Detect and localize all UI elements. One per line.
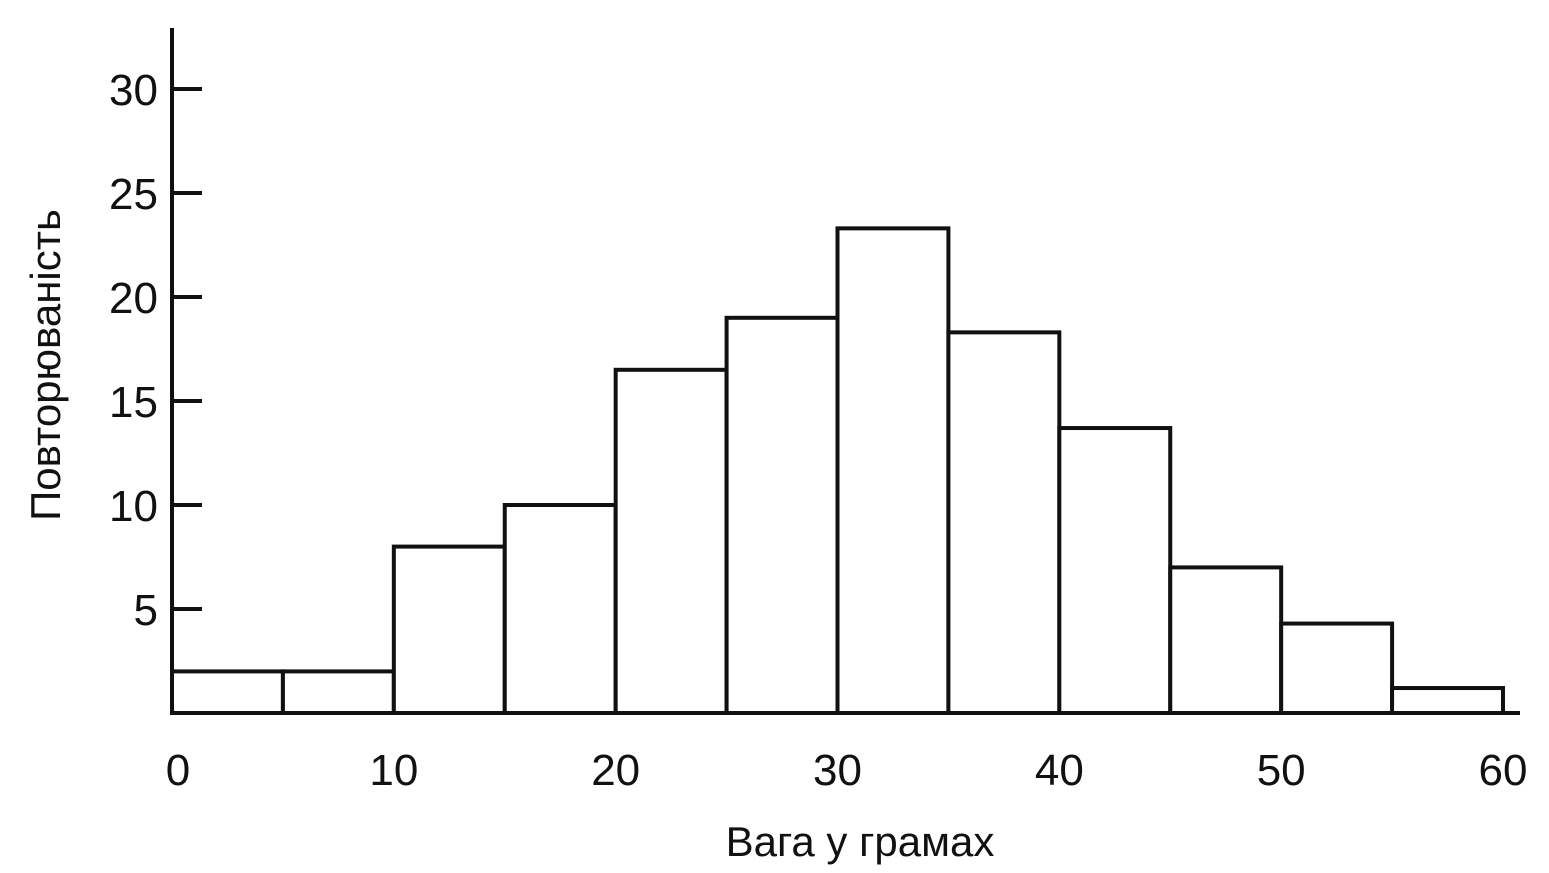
histogram-bar <box>1279 621 1395 715</box>
bars-layer <box>170 226 1506 716</box>
y-axis-title: Повторюваність <box>22 209 69 521</box>
histogram-bar <box>391 544 507 715</box>
x-tick-label: 50 <box>1257 746 1306 795</box>
histogram-bar <box>1057 426 1173 715</box>
axes-layer <box>170 28 1520 715</box>
x-tick-label: 20 <box>591 746 640 795</box>
y-tick-label: 15 <box>109 378 158 427</box>
y-tick-label: 25 <box>109 170 158 219</box>
y-tick-label: 20 <box>109 274 158 323</box>
histogram-bar <box>835 226 951 716</box>
x-tick-label: 30 <box>813 746 862 795</box>
histogram-bar <box>946 330 1062 715</box>
x-tick-label: 60 <box>1479 746 1528 795</box>
y-tick-label: 30 <box>109 66 158 115</box>
x-ticks-layer: 0 10 20 30 40 50 60 <box>166 746 1528 795</box>
y-ticks-layer: 5 10 15 20 25 30 <box>109 66 202 635</box>
histogram-bar <box>613 367 729 715</box>
histogram-bar <box>280 669 396 716</box>
y-tick-label: 5 <box>134 586 158 635</box>
x-tick-label: 10 <box>369 746 418 795</box>
x-tick-label: 40 <box>1035 746 1084 795</box>
histogram-bar <box>170 669 285 716</box>
histogram-bar <box>724 315 840 715</box>
histogram-bar <box>1390 686 1506 715</box>
x-tick-label: 0 <box>166 746 190 795</box>
y-tick-label: 10 <box>109 482 158 531</box>
histogram-bar <box>502 503 618 715</box>
x-axis-title: Вага у грамах <box>726 818 995 865</box>
histogram-bar <box>1168 565 1284 716</box>
